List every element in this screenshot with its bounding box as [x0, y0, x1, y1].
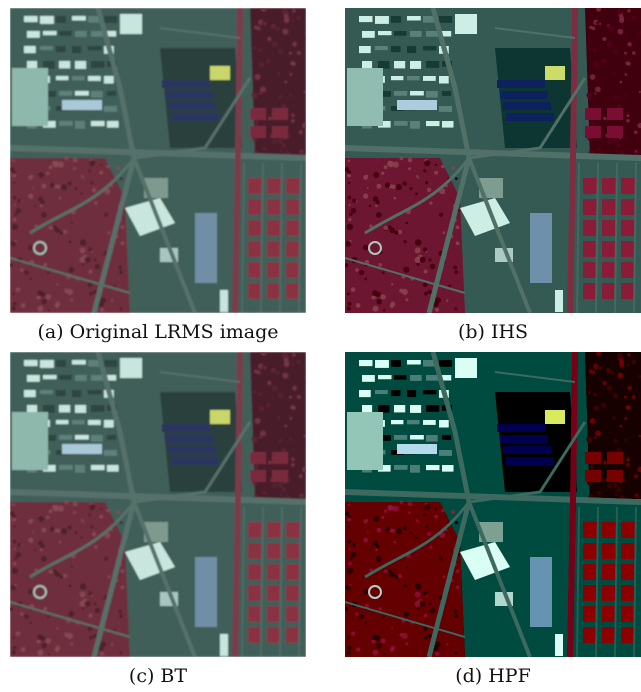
panel-original-lrms: (a) Original LRMS image [10, 8, 306, 343]
aerial-scene [10, 352, 306, 657]
caption-ihs: (b) IHS [457, 321, 529, 343]
panel-ihs: (b) IHS [345, 8, 641, 343]
caption-original-lrms: (a) Original LRMS image [37, 321, 279, 343]
panel-hpf: (d) HPF [345, 352, 641, 687]
aerial-scene [345, 352, 641, 657]
aerial-scene [10, 8, 306, 313]
satellite-image-original-lrms [10, 8, 306, 313]
satellite-image-hpf [345, 352, 641, 657]
panel-bt: (c) BT [10, 352, 306, 687]
caption-bt: (c) BT [128, 665, 188, 687]
satellite-image-ihs [345, 8, 641, 313]
caption-hpf: (d) HPF [455, 665, 531, 687]
aerial-scene [345, 8, 641, 313]
satellite-image-bt [10, 352, 306, 657]
